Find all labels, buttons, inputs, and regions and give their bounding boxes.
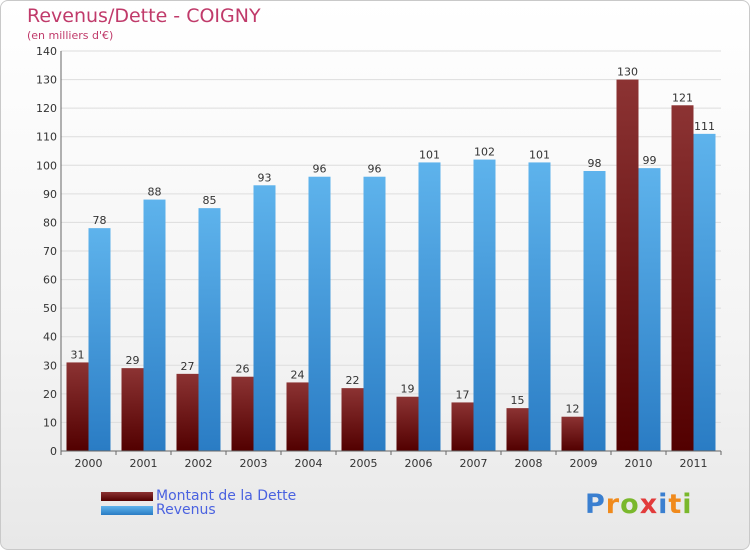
bar-debt-2010 [616,79,639,452]
legend-item-revenue: Revenus [101,502,216,518]
bar-debt-2011 [671,105,694,452]
bar-debt-2001 [121,368,144,451]
data-label-debt-2005: 22 [346,374,360,387]
data-label-revenue-2009: 98 [588,157,602,170]
bar-revenue-2005 [363,176,386,451]
bar-revenue-2007 [473,159,496,452]
x-tick-label-2006: 2006 [405,457,433,470]
y-tick-label: 100 [36,159,57,172]
x-tick-label-2008: 2008 [515,457,543,470]
y-tick-label: 120 [36,102,57,115]
bar-revenue-2008 [528,162,551,451]
logo-letter: i [658,489,669,520]
y-tick-label: 140 [36,45,57,58]
logo-letter: i [682,489,693,520]
bar-debt-2000 [66,362,89,451]
chart-subtitle: (en milliers d'€) [27,29,114,42]
x-tick-label-2009: 2009 [570,457,598,470]
legend-swatch-debt [101,491,153,501]
bar-debt-2007 [451,402,474,451]
data-label-revenue-2006: 101 [419,148,440,161]
y-tick-label: 10 [43,416,57,429]
x-tick-label-2002: 2002 [185,457,213,470]
data-label-revenue-2008: 101 [529,148,550,161]
legend-item-debt: Montant de la Dette [101,488,296,504]
data-label-debt-2001: 29 [126,354,140,367]
legend-swatch-revenue [101,505,153,515]
logo-letter: r [605,489,621,520]
bar-debt-2005 [341,388,364,451]
data-label-revenue-2004: 96 [313,163,327,176]
data-label-debt-2004: 24 [291,368,305,381]
data-label-revenue-2007: 102 [474,146,495,159]
x-tick-label-2000: 2000 [75,457,103,470]
data-label-debt-2010: 130 [617,66,638,79]
logo-letter: x [639,489,659,520]
bar-revenue-2003 [253,185,276,452]
bar-debt-2004 [286,382,309,451]
x-tick-label-2003: 2003 [240,457,268,470]
y-tick-label: 50 [43,302,57,315]
x-tick-label-2007: 2007 [460,457,488,470]
bar-debt-2009 [561,416,584,451]
chart-title: Revenus/Dette - COIGNY [27,5,261,27]
bar-debt-2006 [396,396,419,451]
x-tick-label-2005: 2005 [350,457,378,470]
y-tick-label: 60 [43,274,57,287]
y-tick-label: 70 [43,245,57,258]
bar-revenue-2011 [693,133,716,451]
data-label-debt-2008: 15 [511,394,525,407]
y-tick-label: 0 [50,445,57,458]
data-label-debt-2000: 31 [71,348,85,361]
data-label-revenue-2001: 88 [148,186,162,199]
logo-letter: t [668,489,683,520]
data-label-debt-2006: 19 [401,383,415,396]
legend-label-revenue: Revenus [156,502,216,518]
bar-debt-2003 [231,376,254,451]
y-tick-label: 40 [43,331,57,344]
y-tick-label: 30 [43,359,57,372]
bar-debt-2002 [176,373,199,451]
bar-revenue-2010 [638,168,661,451]
x-tick-label-2011: 2011 [680,457,708,470]
y-tick-label: 130 [36,74,57,87]
bar-revenue-2004 [308,176,331,451]
data-label-debt-2009: 12 [566,403,580,416]
x-tick-label-2004: 2004 [295,457,323,470]
bar-revenue-2009 [583,171,606,451]
x-tick-label-2010: 2010 [625,457,653,470]
y-tick-label: 110 [36,131,57,144]
logo-letter: o [620,489,640,520]
x-tick-label-2001: 2001 [130,457,158,470]
bar-debt-2008 [506,408,529,451]
data-label-revenue-2005: 96 [368,163,382,176]
bar-revenue-2002 [198,208,221,451]
bar-revenue-2006 [418,162,441,451]
bar-revenue-2001 [143,199,166,451]
data-label-debt-2007: 17 [456,388,470,401]
y-tick-label: 20 [43,388,57,401]
logo-letter: P [585,489,606,520]
data-label-revenue-2011: 111 [694,120,715,133]
data-label-revenue-2000: 78 [93,214,107,227]
y-tick-label: 80 [43,216,57,229]
y-tick-label: 90 [43,188,57,201]
data-label-debt-2011: 121 [672,91,693,104]
data-label-debt-2003: 26 [236,363,250,376]
data-label-revenue-2010: 99 [643,154,657,167]
bar-revenue-2000 [88,228,111,451]
data-label-revenue-2002: 85 [203,194,217,207]
data-label-debt-2002: 27 [181,360,195,373]
proxiti-logo: Proxiti [585,489,693,520]
data-label-revenue-2003: 93 [258,171,272,184]
legend-label-debt: Montant de la Dette [156,488,297,504]
